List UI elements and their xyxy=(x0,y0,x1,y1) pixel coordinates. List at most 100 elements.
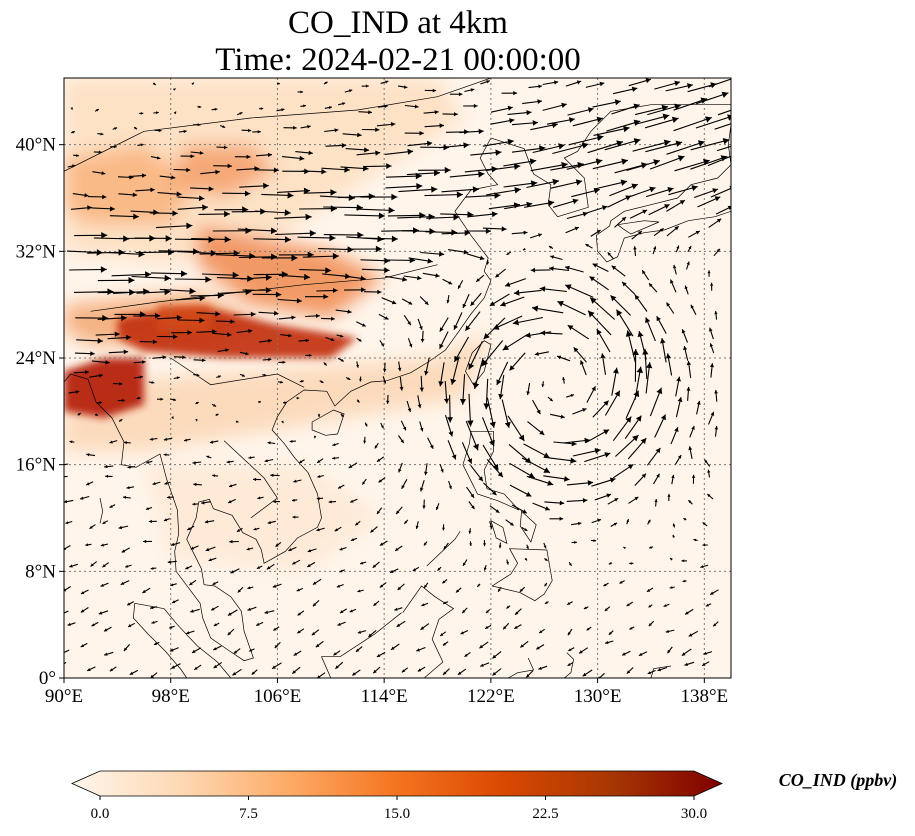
wind-vector xyxy=(626,518,630,525)
wind-vector xyxy=(339,608,347,614)
wind-vector xyxy=(301,168,327,175)
wind-vector xyxy=(421,602,429,607)
wind-vector xyxy=(647,103,682,116)
wind-vector xyxy=(253,477,262,482)
wind-vector xyxy=(386,394,390,404)
wind-vector xyxy=(317,474,324,478)
wind-vector xyxy=(407,140,433,147)
wind-vector xyxy=(709,343,715,354)
wind-vector xyxy=(380,80,389,85)
sumatra-coast-west xyxy=(133,603,187,678)
wind-vector xyxy=(109,213,139,220)
wind-vector xyxy=(708,218,722,228)
wind-vector xyxy=(681,329,689,343)
wind-vector xyxy=(398,186,438,193)
wind-vector xyxy=(345,377,351,381)
wind-vector xyxy=(505,519,514,526)
wind-vector xyxy=(100,543,109,547)
wind-vector xyxy=(190,292,224,299)
wind-vector xyxy=(567,107,594,116)
wind-vector xyxy=(462,293,470,309)
wind-vector xyxy=(74,351,95,356)
wind-vector xyxy=(524,200,555,208)
wind-vector xyxy=(614,216,627,228)
wind-vector xyxy=(584,452,611,463)
wind-vector xyxy=(271,662,282,670)
wind-vector xyxy=(143,539,153,544)
wind-vector xyxy=(264,458,274,463)
wind-vector xyxy=(275,230,316,237)
wind-vector xyxy=(717,109,731,116)
wind-vector xyxy=(166,495,174,499)
wind-vector xyxy=(394,607,403,611)
wind-vector xyxy=(710,282,714,291)
wind-vector xyxy=(73,154,79,157)
wind-vector xyxy=(277,298,302,304)
wind-vector xyxy=(197,105,202,109)
wind-vector xyxy=(64,475,68,478)
wind-vector xyxy=(686,360,692,378)
wind-vector xyxy=(253,527,260,531)
wind-vector xyxy=(484,624,492,630)
wind-vector xyxy=(357,630,367,634)
wind-vector xyxy=(624,415,642,440)
wind-vector xyxy=(702,521,708,527)
wind-vector xyxy=(305,353,312,357)
wind-vector xyxy=(361,127,380,132)
wind-vector xyxy=(712,621,719,627)
wind-vector xyxy=(673,264,677,275)
wind-vector xyxy=(406,169,441,177)
wind-vector xyxy=(656,315,667,334)
wind-vector xyxy=(213,163,232,169)
lon-tick-label-0: 90°E xyxy=(45,686,83,707)
wind-vector xyxy=(152,481,161,486)
wind-vector xyxy=(424,123,445,128)
wind-vector xyxy=(592,99,621,108)
wind-vector xyxy=(543,542,547,549)
wind-vector xyxy=(427,437,434,450)
wind-vector xyxy=(312,600,320,607)
wind-vector xyxy=(424,191,463,198)
wind-vector xyxy=(641,269,650,281)
wind-vector xyxy=(590,539,597,542)
wind-vector xyxy=(296,587,304,592)
wind-vector xyxy=(485,163,521,172)
wind-vector xyxy=(191,236,231,243)
wind-vector xyxy=(198,210,230,218)
wind-vector xyxy=(74,232,108,239)
wind-vector xyxy=(544,582,548,587)
wind-vector xyxy=(110,145,117,149)
wind-vector xyxy=(423,582,429,589)
wind-vector xyxy=(335,309,352,314)
wind-vector xyxy=(447,440,457,460)
wind-vector xyxy=(404,104,419,109)
wind-vector xyxy=(556,355,571,362)
wind-vector xyxy=(156,315,182,321)
wind-vector xyxy=(378,477,386,483)
wind-vector xyxy=(215,413,219,417)
wind-vector xyxy=(653,227,665,237)
wind-vector xyxy=(169,647,179,652)
wind-vector xyxy=(527,421,545,436)
wind-vector xyxy=(401,298,413,305)
wind-vector xyxy=(70,107,73,110)
wind-vector xyxy=(645,140,683,153)
wind-vector xyxy=(64,649,70,654)
wind-vector xyxy=(634,366,643,400)
wind-vector xyxy=(324,128,339,133)
colorbar-tick-label-0: 0.0 xyxy=(91,806,110,822)
wind-vector xyxy=(489,293,510,307)
wind-vector xyxy=(361,235,398,243)
wind-vector xyxy=(481,340,504,367)
wind-vector xyxy=(339,546,347,551)
wind-vector xyxy=(568,561,572,567)
wind-vector xyxy=(645,362,653,394)
wind-vector xyxy=(706,493,714,500)
wind-vector xyxy=(423,110,439,115)
wind-vector xyxy=(441,186,480,193)
lat-tick-label-3: 24°N xyxy=(16,348,57,369)
wind-vector xyxy=(170,542,181,546)
wind-vector xyxy=(666,199,686,212)
wind-vector xyxy=(513,289,542,296)
wind-vector xyxy=(634,113,670,126)
